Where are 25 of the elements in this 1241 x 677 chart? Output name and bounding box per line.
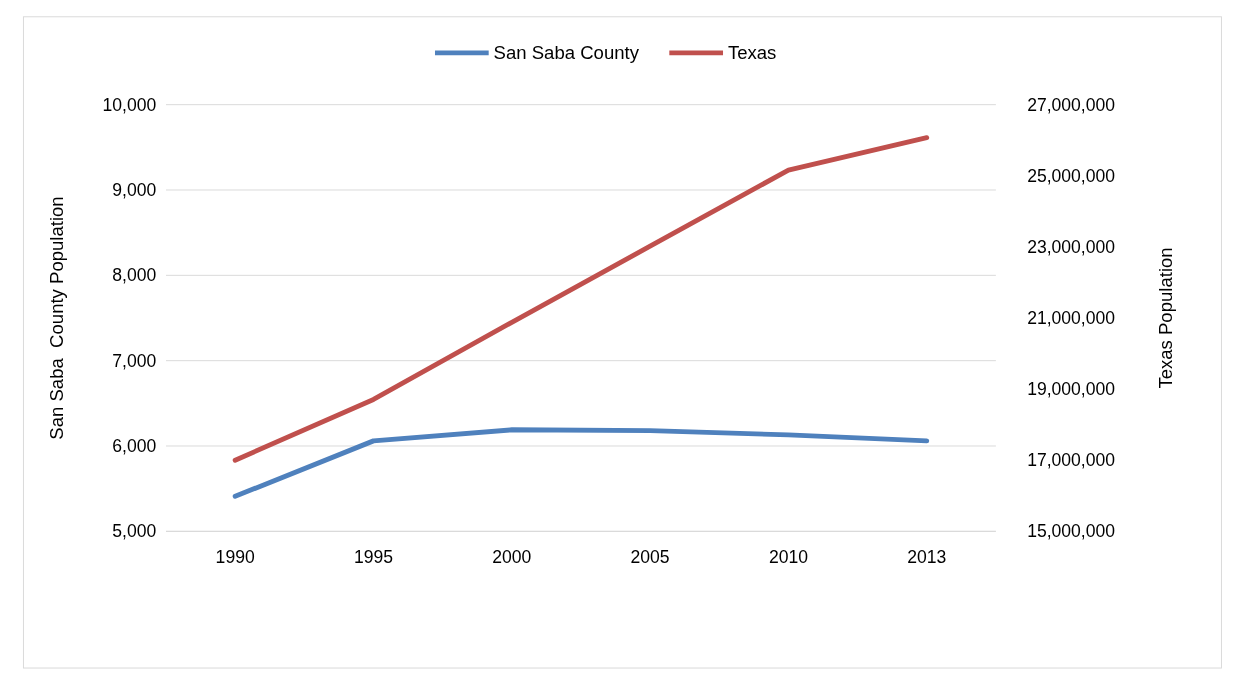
- y-tick-label: 9,000: [112, 180, 157, 201]
- x-tick-label: 2000: [492, 546, 532, 567]
- y-tick-label: 5,000: [112, 521, 157, 542]
- y2-tick-label: 25,000,000: [1027, 165, 1116, 186]
- y2-tick-label: 21,000,000: [1027, 308, 1116, 329]
- legend-label: Texas: [727, 42, 777, 64]
- x-tick-label: 1990: [215, 546, 255, 567]
- y-axis-title: San Saba County Population: [46, 196, 68, 440]
- y2-tick-label: 15,000,000: [1027, 521, 1116, 542]
- x-tick-label: 2005: [630, 546, 670, 567]
- y-tick-label: 10,000: [102, 94, 157, 115]
- x-tick-label: 2013: [907, 546, 947, 567]
- y2-tick-label: 17,000,000: [1027, 450, 1116, 471]
- y2-tick-label: 27,000,000: [1027, 94, 1116, 115]
- x-tick-label: 2010: [768, 546, 809, 567]
- x-tick-label: 1995: [353, 546, 394, 567]
- y2-axis-title: Texas Population: [1154, 247, 1176, 389]
- y-tick-label: 6,000: [112, 436, 157, 457]
- line-series: [232, 135, 930, 463]
- y2-tick-label: 23,000,000: [1027, 237, 1116, 258]
- line-series: [232, 427, 930, 499]
- y-tick-label: 8,000: [112, 265, 157, 286]
- legend-label: San Saba County: [493, 42, 640, 64]
- y-tick-label: 7,000: [112, 350, 157, 371]
- y2-tick-label: 19,000,000: [1027, 379, 1116, 400]
